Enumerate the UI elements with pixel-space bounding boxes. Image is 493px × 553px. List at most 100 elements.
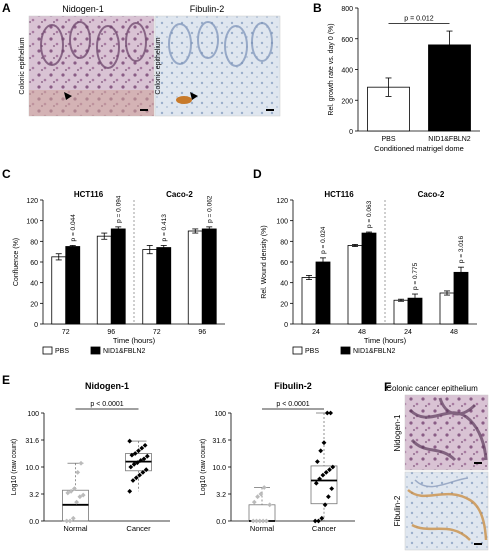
b-y-tick-label: 800 xyxy=(341,6,353,13)
c-p-value: p = 0.413 xyxy=(161,214,168,242)
panel-letter-a: A xyxy=(2,1,11,15)
panel-letter-c: C xyxy=(2,167,11,181)
panel-a-image2-title: Fibulin-2 xyxy=(190,4,225,14)
c-p-value: p = 0.062 xyxy=(206,195,213,223)
chart-e-fibulin: Fibulin-2 0.0 3.2 10.0 31.6 100 Normal Cancer p … xyxy=(200,381,355,533)
e-data-point xyxy=(131,461,137,467)
c-legend-swatch xyxy=(90,346,101,355)
d-legend-label: PBS xyxy=(305,348,319,355)
e-data-point xyxy=(324,410,330,416)
d-bar xyxy=(301,277,317,325)
e-data-point xyxy=(136,448,141,454)
e-data-point xyxy=(132,451,138,456)
d-y-tick-label: 20 xyxy=(280,301,288,308)
e-x-tick-label: Cancer xyxy=(126,524,151,533)
d-y-tick-label: 80 xyxy=(280,239,288,246)
b-x-axis-label: Conditioned matrigel dome xyxy=(374,144,464,153)
e-data-point xyxy=(328,410,333,416)
e-data-point xyxy=(127,488,133,494)
c-bar xyxy=(65,246,81,325)
c-y-tick-label: 20 xyxy=(30,301,38,308)
d-p-value: p = 0.063 xyxy=(366,200,373,228)
e-data-point xyxy=(316,518,321,524)
e-y-tick-label: 0.0 xyxy=(216,519,226,526)
e-data-point xyxy=(322,502,328,508)
e-data-point xyxy=(140,470,146,475)
b-y-tick-label: 0 xyxy=(349,129,353,136)
c-bar xyxy=(96,235,112,325)
panel-letter-d: D xyxy=(253,167,262,181)
e-box xyxy=(310,465,338,505)
e-data-point xyxy=(68,488,74,494)
panel-f-image2-side-label: Fibulin-2 xyxy=(393,495,402,526)
e-y-tick-label: 0.0 xyxy=(29,519,39,526)
d-y-tick-label: 0 xyxy=(284,322,288,329)
e-title: Fibulin-2 xyxy=(274,381,312,391)
e-data-point xyxy=(77,494,83,500)
b-y-axis-label: Rel. growth rate vs. day 0 (%) xyxy=(328,23,335,115)
e-data-point xyxy=(130,478,136,483)
d-p-value: p = 0.775 xyxy=(412,262,419,290)
d-p-value: p = 3.016 xyxy=(458,235,465,263)
d-y-tick-label: 120 xyxy=(276,198,288,205)
d-y-tick-label: 40 xyxy=(280,281,288,288)
c-bar xyxy=(51,256,67,325)
c-group-label: Caco-2 xyxy=(166,190,193,199)
e-data-point xyxy=(70,515,76,521)
panel-a: A Nidogen-1 Fibulin-2 Colonic epithelium xyxy=(2,1,281,117)
d-legend-swatch xyxy=(292,346,303,355)
panel-letter-f: F xyxy=(384,380,391,394)
e-y-tick-label: 3.2 xyxy=(216,492,226,499)
c-x-tick-label: 72 xyxy=(153,329,161,336)
c-bar xyxy=(110,228,126,325)
c-bar xyxy=(142,249,158,325)
micrograph-fibulin-cancer xyxy=(404,471,489,551)
e-data-point xyxy=(321,440,327,446)
c-x-tick-label: 96 xyxy=(107,329,115,336)
e-y-tick-label: 100 xyxy=(27,411,39,418)
panel-a-image1-side-label: Colonic epithelium xyxy=(19,37,26,94)
c-group-label: HCT116 xyxy=(74,190,104,199)
e-data-point xyxy=(129,452,135,458)
e-data-point xyxy=(144,453,150,459)
e-y-tick-label: 10.0 xyxy=(25,465,39,472)
panel-b: B 0 200 400 600 800 PBS NID1&FBLN2 p = 0.012 Con… xyxy=(313,1,480,153)
e-data-point xyxy=(75,470,81,475)
d-y-tick-label: 100 xyxy=(276,219,288,226)
e-y-tick-label: 31.6 xyxy=(212,438,226,445)
e-data-point xyxy=(313,480,319,486)
chart-e-nidogen: Nidogen-1 0.0 3.2 10.0 31.6 100 Normal Cancer p … xyxy=(11,381,170,533)
e-data-point xyxy=(327,467,332,473)
panel-letter-b: B xyxy=(313,1,322,15)
d-x-tick-label: 48 xyxy=(450,329,458,336)
b-p-value: p = 0.012 xyxy=(404,15,433,22)
e-data-point xyxy=(251,499,257,505)
b-x-tick-label: NID1&FBLN2 xyxy=(428,136,471,143)
e-y-tick-label: 10.0 xyxy=(212,465,226,472)
d-y-tick-label: 60 xyxy=(280,260,288,267)
d-x-tick-label: 48 xyxy=(358,329,366,336)
e-data-point xyxy=(127,438,133,444)
chart-d: 0 20 40 60 80 100 120 HCT116 Caco-2 24 p = 0.024 48… xyxy=(261,190,477,355)
c-y-tick-label: 100 xyxy=(26,219,38,226)
b-y-tick-label: 400 xyxy=(341,68,353,75)
d-x-axis-label: Time (hours) xyxy=(364,336,407,345)
micrograph-nidogen-cancer xyxy=(404,394,489,471)
micrograph-fibulin-normal xyxy=(154,15,281,117)
e-data-point xyxy=(128,464,134,470)
d-legend-label: NID1&FBLN2 xyxy=(353,348,396,355)
panel-c: C 0 20 40 60 80 100 120 HCT116 Caco-2 72 p = 0.044… xyxy=(2,167,225,355)
e-data-point xyxy=(254,518,259,524)
c-x-tick-label: 96 xyxy=(198,329,206,336)
e-data-point xyxy=(137,472,142,478)
e-y-tick-label: 100 xyxy=(214,411,226,418)
d-bar xyxy=(347,245,363,325)
panel-d: D 0 20 40 60 80 100 120 HCT116 Caco-2 24 p = 0.024… xyxy=(253,167,477,355)
d-bar xyxy=(393,299,409,325)
panel-f: F Colonic cancer epithelium Nidogen-1 Fi… xyxy=(384,380,489,551)
d-bar xyxy=(453,271,469,325)
c-y-tick-label: 40 xyxy=(30,281,38,288)
e-data-point xyxy=(142,443,148,448)
b-bar xyxy=(428,44,471,132)
